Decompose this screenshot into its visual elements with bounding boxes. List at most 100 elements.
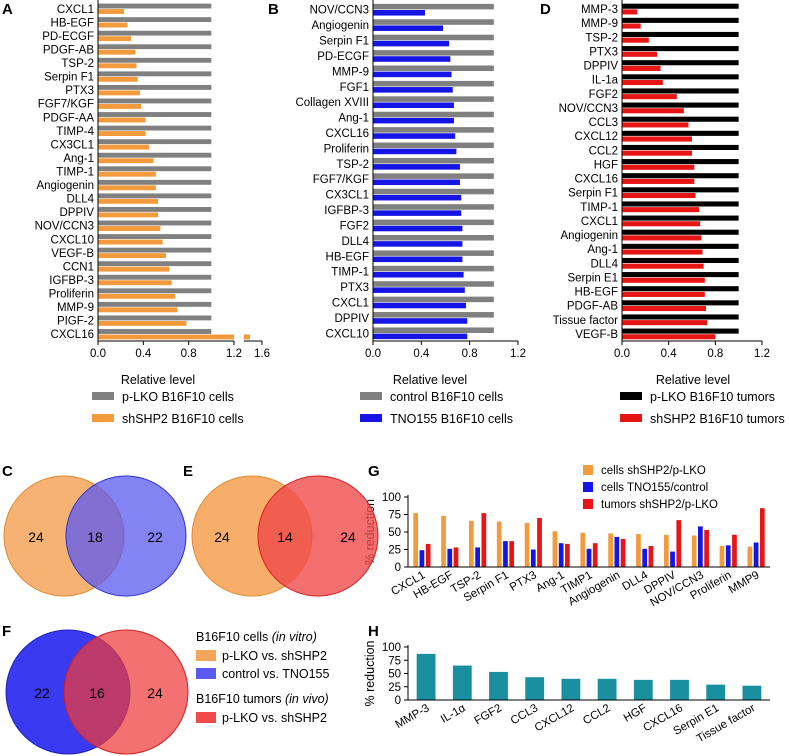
panel-label-c: C <box>2 463 13 480</box>
panel-a-bar-shshp2-b16f10-cells-0 <box>98 9 125 14</box>
panel-label-b: B <box>268 1 279 18</box>
panel-b-label-fgf7-kgf: FGF7/KGF <box>313 174 369 186</box>
panel-a-bar-shshp2-b16f10-cells-15 <box>98 212 159 218</box>
panel-d-bar-shshp2-b16f10-tumors-4 <box>622 65 661 71</box>
panel-g-bar-cells-tno155-control-9 <box>670 551 675 567</box>
panel-d-bar-p-lko-b16f10-tumors-23 <box>622 328 739 334</box>
panel-a-bar-shshp2-b16f10-cells-2 <box>98 36 131 42</box>
panel-h-bar-tumors-shshp2-p-lko-2 <box>489 671 508 700</box>
panel-a-label-hb-egf: HB-EGF <box>51 17 94 29</box>
panel-b-label-nov-ccn3: NOV/CCN3 <box>310 5 369 17</box>
panel-b-bar-control-b16f10-cells-21 <box>373 327 494 333</box>
panel-a-bar-shshp2-b16f10-cells-21 <box>98 293 176 299</box>
panel-d-label-fgf2: FGF2 <box>589 89 618 101</box>
panel-d-bar-p-lko-b16f10-tumors-3 <box>622 46 739 52</box>
panel-d-label-dll4: DLL4 <box>591 258 619 270</box>
panel-b-bar-tno155-b16f10-cells-2 <box>373 40 450 47</box>
panel-d-bar-p-lko-b16f10-tumors-21 <box>622 300 739 306</box>
panel-d-bar-p-lko-b16f10-tumors-17 <box>622 243 739 249</box>
panel-d-bar-p-lko-b16f10-tumors-8 <box>622 116 739 122</box>
panel-h-ytick-1: 25 <box>388 682 401 694</box>
panel-a-label-pdgf-ab: PDGF-AB <box>43 44 94 56</box>
panel-d-label-ccl2: CCL2 <box>589 145 618 157</box>
panel-b-bar-control-b16f10-cells-2 <box>373 34 494 41</box>
panel-g-bar-cells-shshp2-p-lko-6 <box>580 532 586 567</box>
panel-a-bar-shshp2-b16f10-cells-24 <box>98 334 234 340</box>
panel-label-a: A <box>2 1 13 18</box>
panel-g-ytick-2: 50 <box>388 527 401 539</box>
panel-b-bar-tno155-b16f10-cells-20 <box>373 318 468 324</box>
panel-b-bar-control-b16f10-cells-11 <box>373 173 494 179</box>
panel-d-bar-p-lko-b16f10-tumors-9 <box>622 130 739 136</box>
panel-b-bar-control-b16f10-cells-16 <box>373 250 494 256</box>
panel-a-label-pigf-2: PIGF-2 <box>57 316 94 328</box>
panel-d-legend-label-0: p-LKO B16F10 tumors <box>650 390 775 404</box>
panel-d-label-cxcl12: CXCL12 <box>575 131 618 143</box>
panel-b-label-dll4: DLL4 <box>342 236 370 248</box>
panel-a-bar-p-lko-b16f10-cells-4 <box>98 57 212 63</box>
panel-b-bar-control-b16f10-cells-10 <box>373 157 494 164</box>
panel-b-xtick-2: 0.8 <box>462 348 478 360</box>
panel-g-bar-cells-shshp2-p-lko-12 <box>747 546 753 567</box>
panel-label-e: E <box>183 463 193 480</box>
panel-a-label-proliferin: Proliferin <box>49 289 94 301</box>
panel-a-bar-shshp2-b16f10-cells-4 <box>98 63 137 69</box>
panel-b-bar-control-b16f10-cells-0 <box>373 3 494 10</box>
panel-b-bar-tno155-b16f10-cells-9 <box>373 148 457 155</box>
panel-h-bar-tumors-shshp2-p-lko-0 <box>416 653 436 700</box>
panel-a-xtick-2: 0.8 <box>181 348 197 360</box>
panel-a-bar-shshp2-b16f10-cells-12 <box>98 171 156 177</box>
panel-b-bar-tno155-b16f10-cells-6 <box>373 102 454 109</box>
venn-c: 24 18 22 <box>3 475 187 597</box>
panel-d-bar-shshp2-b16f10-tumors-18 <box>622 263 704 269</box>
panel-b-bar-control-b16f10-cells-7 <box>373 111 494 118</box>
panel-d-label-serpin-e1: Serpin E1 <box>567 272 618 284</box>
panel-b-label-fgf1: FGF1 <box>340 82 369 94</box>
panel-h-bar-tumors-shshp2-p-lko-5 <box>597 678 617 700</box>
panel-g-ytick-4: 100 <box>382 492 401 504</box>
panel-d-bar-p-lko-b16f10-tumors-4 <box>622 60 739 66</box>
panel-d-bar-p-lko-b16f10-tumors-11 <box>622 159 739 165</box>
panel-a-bar-p-lko-b16f10-cells-6 <box>98 84 212 90</box>
panel-g-bar-tumors-shshp2-p-lko-11 <box>732 534 737 567</box>
panel-b-bar-tno155-b16f10-cells-15 <box>373 241 463 247</box>
panel-g-ytick-3: 75 <box>388 510 401 522</box>
venn-f-left-count: 22 <box>34 685 50 701</box>
venn-legend-item2: control vs. TNO155 <box>222 667 330 681</box>
panel-b-chart: NOV/CCN3 Angiogenin Serpin F1 PD-ECGF MMP-9 F… <box>295 0 526 426</box>
panel-b-label-collagen-xviii: Collagen XVIII <box>295 97 369 109</box>
panel-a-bar-p-lko-b16f10-cells-24 <box>98 329 212 334</box>
panel-a-label-nov-ccn3: NOV/CCN3 <box>35 221 94 233</box>
venn-f: 22 16 24 <box>5 629 189 755</box>
panel-d-bar-p-lko-b16f10-tumors-12 <box>622 173 739 179</box>
panel-a-bar-shshp2-b16f10-cells-3 <box>98 49 136 55</box>
panel-label-h: H <box>368 623 379 640</box>
panel-b-label-dppiv: DPPIV <box>334 313 369 325</box>
panel-b-bar-tno155-b16f10-cells-5 <box>373 87 453 93</box>
venn-legend-cells-title: B16F10 cells (in vitro) <box>196 630 317 644</box>
panel-d-bar-shshp2-b16f10-tumors-2 <box>622 37 649 43</box>
venn-legend-swatch-blue <box>196 668 216 679</box>
panel-d-label-tsp-2: TSP-2 <box>585 32 618 44</box>
panel-g-bar-cells-shshp2-p-lko-11 <box>719 546 725 567</box>
panel-d-label-mmp-3: MMP-3 <box>581 4 618 16</box>
panel-a-bar-p-lko-b16f10-cells-19 <box>98 261 212 267</box>
panel-g-bar-cells-shshp2-p-lko-8 <box>636 534 641 567</box>
panel-a-bar-p-lko-b16f10-cells-2 <box>98 30 212 36</box>
panel-a-xtick-1: 0.4 <box>135 348 152 360</box>
panel-d-bar-shshp2-b16f10-tumors-16 <box>622 235 702 241</box>
panel-g-bar-tumors-shshp2-p-lko-8 <box>648 546 654 567</box>
panel-d-bar-shshp2-b16f10-tumors-10 <box>622 150 692 156</box>
panel-a-bar-p-lko-b16f10-cells-9 <box>98 125 212 131</box>
panel-b-xtick-1: 0.4 <box>413 348 430 360</box>
venn-e-right-circle <box>257 475 379 597</box>
panel-b-label-proliferin: Proliferin <box>324 143 369 155</box>
panel-a-label-cxcl1: CXCL1 <box>57 4 94 16</box>
panel-a-bar-p-lko-b16f10-cells-8 <box>98 112 212 117</box>
panel-d-xlabel: Relative level <box>656 373 730 387</box>
panel-b-legend-swatch-0 <box>360 392 382 400</box>
panel-d-bar-p-lko-b16f10-tumors-1 <box>622 17 739 23</box>
